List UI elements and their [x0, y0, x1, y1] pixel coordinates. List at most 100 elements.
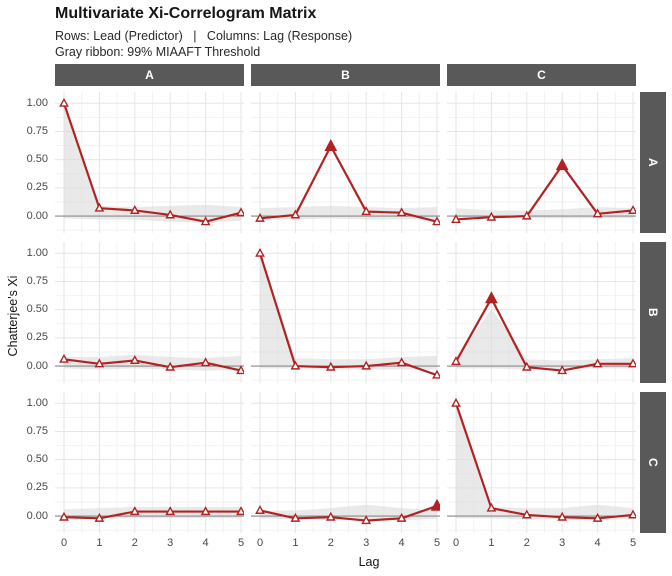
xi-line [259, 145, 438, 223]
data-point-marker [432, 216, 440, 226]
x-tick-label: 0 [256, 537, 264, 549]
x-tick-label: 3 [559, 537, 566, 549]
subtitle-line-2: Gray ribbon: 99% MIAAFT Threshold [55, 45, 261, 59]
data-point-marker [94, 512, 105, 522]
data-point-marker [59, 511, 69, 521]
data-point-marker [396, 512, 407, 522]
data-point-marker [255, 247, 265, 257]
data-point-marker [129, 204, 140, 214]
x-axis-title: Lag [358, 555, 380, 569]
y-tick-label: 1.00 [26, 396, 48, 409]
data-point-marker [59, 353, 69, 363]
panel-C-C [447, 392, 636, 533]
x-tick-label: 1 [292, 537, 299, 549]
row-strip-b-label: B [646, 308, 660, 317]
column-strip-a-label: A [145, 68, 154, 82]
panel-canvas [251, 242, 440, 383]
y-tick-label: 0.75 [26, 124, 48, 137]
y-tick-label: 0.00 [26, 359, 48, 372]
xi-line [63, 510, 241, 520]
y-axis-title: Chatterjee's Xi [6, 275, 20, 357]
threshold-ribbon [260, 205, 437, 220]
data-point-marker [521, 210, 532, 220]
data-point-marker [592, 358, 603, 368]
data-point-marker [628, 204, 636, 214]
data-point-marker [521, 509, 532, 519]
data-point-marker [129, 354, 140, 364]
threshold-ribbon [456, 308, 633, 370]
data-point-marker [94, 202, 105, 212]
panel-C-B [251, 392, 440, 533]
data-point-marker [361, 360, 372, 370]
data-point-marker [290, 512, 301, 522]
x-tick-label: 4 [398, 537, 405, 549]
xi-line [454, 402, 634, 520]
x-tick-label: 2 [523, 537, 530, 549]
threshold-ribbon [64, 103, 241, 223]
significant-point-marker [485, 291, 498, 304]
data-point-marker [361, 515, 372, 525]
threshold-ribbon [260, 504, 437, 521]
data-point-marker [451, 213, 461, 223]
data-point-marker [486, 502, 497, 512]
panel-A-B [251, 92, 440, 233]
threshold-ribbon [260, 253, 437, 370]
panel-C-A [55, 392, 244, 533]
data-point-marker [361, 206, 372, 216]
data-point-marker [432, 369, 440, 379]
data-point-marker [94, 358, 105, 368]
x-tick-label: 1 [96, 537, 103, 549]
data-point-marker [255, 212, 265, 222]
data-point-marker [165, 209, 176, 219]
panel-canvas [447, 92, 636, 233]
panel-canvas [251, 92, 440, 233]
threshold-ribbon [456, 403, 633, 521]
x-tick-label: 3 [167, 537, 174, 549]
x-tick-label: 2 [131, 537, 138, 549]
panel-canvas [251, 392, 440, 533]
data-point-marker [200, 506, 211, 516]
x-tick-label: 5 [237, 537, 245, 549]
xi-line [258, 252, 438, 377]
panel-A-C [447, 92, 636, 233]
data-point-marker [628, 358, 636, 368]
panel-B-B [251, 242, 440, 383]
row-strip-c-label: C [646, 458, 660, 467]
y-tick-label: 1.00 [26, 246, 48, 259]
data-point-marker [592, 208, 603, 218]
x-tick-label: 0 [60, 537, 68, 549]
y-tick-label: 0.50 [26, 453, 48, 466]
panel-canvas [55, 242, 244, 383]
xi-line [63, 358, 242, 372]
data-point-marker [396, 207, 407, 217]
x-tick-label: 1 [488, 537, 495, 549]
panel-canvas [447, 242, 636, 383]
column-strip-c-label: C [537, 68, 546, 82]
data-point-marker [486, 211, 497, 221]
panel-canvas [55, 392, 244, 533]
y-tick-label: 0.50 [26, 153, 48, 166]
xi-line [455, 164, 634, 221]
data-point-marker [236, 365, 244, 375]
column-strip-c: C [447, 64, 636, 86]
significant-point-marker [430, 498, 440, 511]
data-point-marker [557, 365, 568, 375]
y-tick-label: 1.00 [26, 96, 48, 109]
data-point-marker [396, 357, 407, 367]
y-tick-label: 0.00 [26, 509, 48, 522]
y-tick-label: 0.75 [26, 274, 48, 287]
panel-A-A [55, 92, 244, 233]
x-tick-label: 2 [327, 537, 334, 549]
y-tick-label: 0.00 [26, 209, 48, 222]
data-point-marker [59, 97, 69, 107]
data-point-marker [165, 506, 176, 516]
data-point-marker [592, 512, 603, 522]
x-tick-label: 4 [202, 537, 209, 549]
data-point-marker [451, 356, 461, 366]
column-strip-a: A [55, 64, 244, 86]
page-title: Multivariate Xi-Correlogram Matrix [55, 5, 317, 22]
xi-line [62, 102, 242, 223]
data-point-marker [325, 511, 336, 521]
column-strip-b: B [251, 64, 440, 86]
